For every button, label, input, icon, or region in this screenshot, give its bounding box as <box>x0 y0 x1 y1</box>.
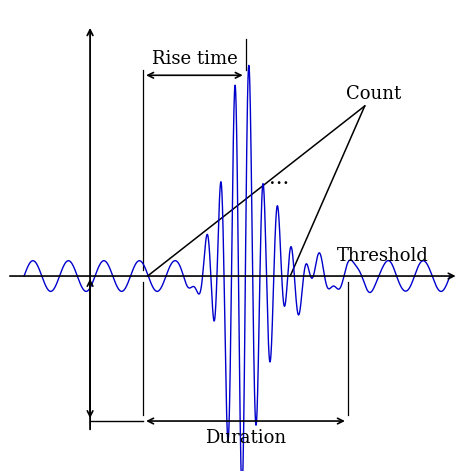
Text: ...: ... <box>269 169 290 188</box>
Text: Rise time: Rise time <box>152 50 237 68</box>
Text: Duration: Duration <box>205 429 286 447</box>
Text: Count: Count <box>346 85 401 103</box>
Text: Threshold: Threshold <box>337 247 428 265</box>
